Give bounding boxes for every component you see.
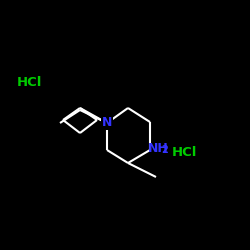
Text: HCl: HCl: [17, 76, 42, 88]
Text: 2: 2: [161, 145, 168, 155]
Text: HCl: HCl: [172, 146, 198, 160]
Text: NH: NH: [148, 142, 169, 154]
Text: N: N: [102, 116, 112, 130]
